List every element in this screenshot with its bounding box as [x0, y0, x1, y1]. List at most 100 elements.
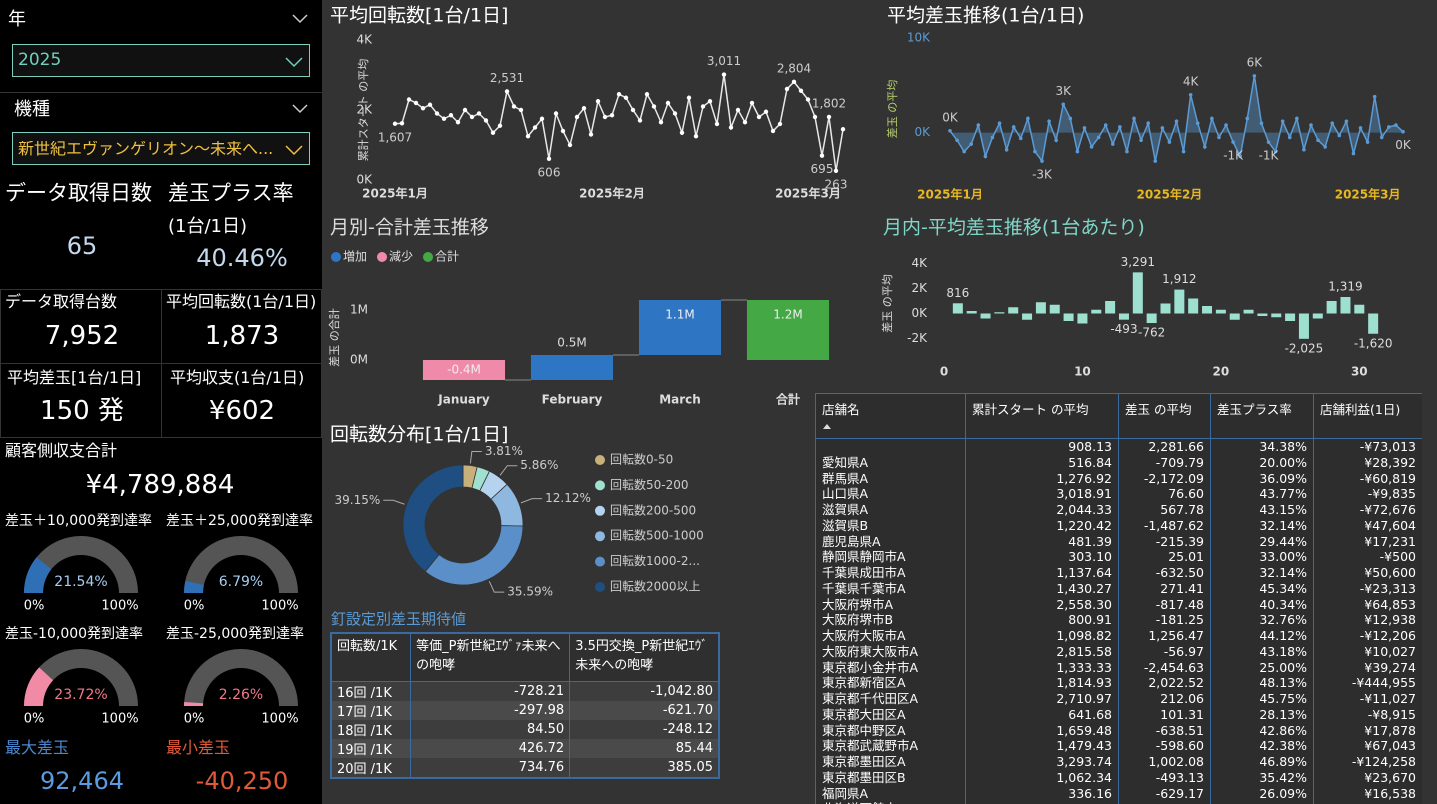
point: [651, 104, 657, 109]
table-row: 大阪府東大阪市A 2,815.58 -56.97 43.18% ¥10,027: [815, 643, 1422, 660]
point: [840, 127, 846, 132]
table-cell: ¥12,938: [1313, 612, 1422, 628]
gauge-max: 100%: [261, 712, 298, 727]
point: [1372, 94, 1377, 99]
table-cell: 千葉県成田市A: [815, 565, 966, 581]
point: [644, 92, 650, 97]
table-cell: 16回 /1K: [330, 681, 412, 701]
table-row: 18回 /1K 84.50 -248.12: [330, 719, 720, 739]
nail-table: 回転数/1K 等価_P新世紀ｴｳﾞｧ未来への咆哮 3.5円交換_P新世紀ｴｳﾞ未来へ…: [330, 632, 720, 779]
point: [532, 125, 538, 130]
point: [1153, 159, 1158, 163]
chevron-icon[interactable]: [292, 104, 308, 114]
point: [581, 106, 587, 111]
point: [413, 100, 419, 106]
store-table: 店舗名 累計スタート の平均 差玉 の平均 差玉プラス率 店舗利益(1日) 908.13 2…: [815, 393, 1422, 804]
x-tick-label: March: [659, 393, 701, 407]
bar: [1368, 313, 1379, 334]
point: [1118, 125, 1122, 129]
point: [469, 114, 475, 120]
y-tick-label: 10K: [907, 31, 931, 45]
table-row: 千葉県千葉市A 1,430.27 271.41 45.34% -¥23,313: [815, 580, 1422, 597]
table-cell: -297.98: [410, 700, 571, 720]
slicer-dropdown[interactable]: 2025: [12, 44, 310, 77]
x-tick-label: 2025年3月: [1335, 187, 1401, 202]
bar: [1008, 307, 1019, 314]
table-cell: 滋賀県B: [815, 517, 966, 534]
point: [1018, 136, 1023, 141]
column-header-text: 店舗名: [822, 402, 860, 417]
chevron-icon: [285, 57, 303, 68]
point: [805, 97, 811, 102]
table-cell: -2,172.09: [1118, 470, 1211, 487]
table-row: 北海道函館市A786.51-822.8626.98%¥9,874: [815, 801, 1422, 804]
bar: [1105, 301, 1116, 314]
point: [1054, 138, 1058, 143]
point: [686, 95, 692, 100]
table-row: 鹿児島県A 481.39 -215.39 29.44% ¥17,231: [815, 533, 1422, 550]
data-label: 606: [538, 165, 561, 179]
table-row: 山口県A 3,018.91 76.60 43.77% -¥9,835: [815, 486, 1422, 502]
data-label: -1K: [1223, 149, 1244, 163]
table-cell: 3,018.91: [965, 486, 1119, 502]
point: [1047, 119, 1051, 124]
kpi-label: 最大差玉: [5, 738, 70, 757]
point: [721, 72, 727, 77]
legend-label: 回転数200-500: [610, 502, 696, 517]
donut-slice: [402, 464, 464, 573]
table-row: 東京都墨田区B 1,062.34 -493.13 35.42% ¥23,670: [815, 769, 1422, 786]
y-tick-label: 4K: [356, 33, 373, 47]
point: [623, 95, 629, 100]
point: [420, 106, 426, 111]
data-label: 263: [825, 177, 848, 191]
column-header-text: 差玉プラス率: [1217, 402, 1292, 417]
table-cell: 25.01: [1118, 549, 1211, 565]
point: [791, 79, 797, 85]
table-row: 滋賀県B 1,220.42 -1,487.62 32.14% ¥47,604: [815, 517, 1422, 534]
gauge-max: 100%: [101, 712, 138, 727]
point: [1040, 159, 1044, 163]
table-cell: 鹿児島県A: [815, 533, 966, 550]
kpi-value: ¥602: [208, 396, 276, 426]
legend-label: 回転数0-50: [610, 452, 673, 467]
point: [1125, 149, 1129, 154]
data-label: 816: [946, 286, 969, 300]
table-cell: 43.15%: [1210, 502, 1314, 518]
point: [1181, 149, 1186, 154]
data-label: 0K: [942, 110, 959, 124]
point: [1011, 125, 1016, 129]
data-label: 1.2M: [773, 308, 802, 322]
table-cell: 2,710.97: [965, 691, 1119, 707]
point: [693, 134, 699, 139]
data-label: 3.81%: [485, 444, 523, 458]
column-header: 店舗利益(1日): [1313, 393, 1422, 439]
legend-swatch: [331, 252, 341, 262]
sort-indicator[interactable]: [822, 423, 832, 430]
table-row: 滋賀県A 2,044.33 567.78 43.15% -¥72,676: [815, 502, 1422, 518]
point: [976, 123, 981, 127]
point: [1358, 126, 1363, 130]
point: [756, 114, 762, 120]
point: [777, 121, 783, 127]
column-header: 店舗名: [815, 393, 966, 439]
table-row: 17回 /1K -297.98 -621.70: [330, 700, 720, 720]
kpi-label: 最小差玉: [166, 738, 231, 757]
table-cell: -1,487.62: [1118, 517, 1211, 534]
slicer-dropdown[interactable]: 新世紀エヴァンゲリオン～未来へ...: [12, 132, 310, 165]
bar: [1049, 304, 1060, 314]
table-cell: 271.41: [1118, 580, 1211, 597]
point: [1351, 151, 1356, 156]
table-row: 東京都武蔵野市A 1,479.43 -598.60 42.38% ¥67,043: [815, 738, 1422, 754]
chevron-icon[interactable]: [292, 14, 308, 24]
x-tick-label: 合計: [776, 392, 800, 407]
point: [955, 138, 959, 143]
bar: [1063, 313, 1074, 321]
point: [546, 156, 552, 161]
gauge-track: [184, 536, 298, 593]
bar: [1174, 289, 1185, 314]
point: [714, 121, 720, 127]
bar: [1340, 297, 1351, 314]
chevron-icon: [285, 145, 303, 156]
table-cell: -248.12: [569, 719, 720, 739]
table-cell: 1,659.48: [965, 722, 1119, 739]
